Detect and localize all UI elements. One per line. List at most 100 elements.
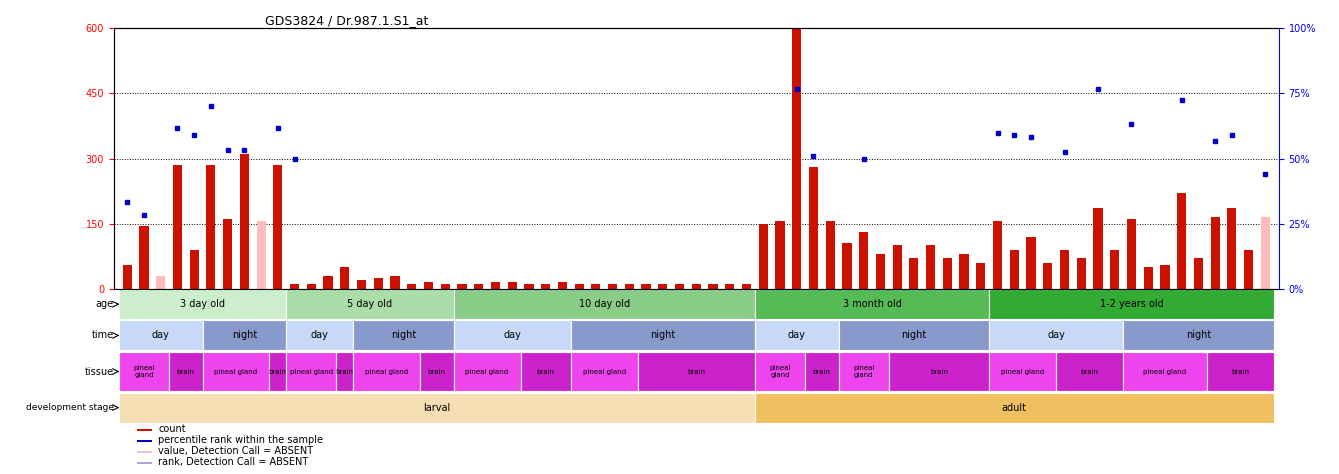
Bar bbox=[424, 282, 432, 289]
Text: rank, Detection Call = ABSENT: rank, Detection Call = ABSENT bbox=[158, 457, 308, 467]
Bar bbox=[889, 352, 990, 391]
Bar bbox=[1210, 217, 1220, 289]
Text: tissue: tissue bbox=[84, 366, 114, 376]
Bar bbox=[287, 289, 454, 319]
Text: pineal gland: pineal gland bbox=[214, 368, 257, 374]
Bar bbox=[224, 219, 232, 289]
Text: brain: brain bbox=[687, 368, 706, 374]
Text: pineal gland: pineal gland bbox=[289, 368, 333, 374]
Bar bbox=[1060, 250, 1069, 289]
Text: night: night bbox=[901, 330, 927, 340]
Bar bbox=[960, 254, 968, 289]
Bar bbox=[1261, 217, 1269, 289]
Bar bbox=[990, 352, 1056, 391]
Text: count: count bbox=[158, 424, 186, 434]
Bar bbox=[454, 320, 570, 350]
Bar bbox=[838, 352, 889, 391]
Text: brain: brain bbox=[428, 368, 446, 374]
Bar bbox=[793, 28, 801, 289]
Bar bbox=[123, 265, 131, 289]
Text: value, Detection Call = ABSENT: value, Detection Call = ABSENT bbox=[158, 446, 313, 456]
Bar bbox=[336, 352, 353, 391]
Bar bbox=[441, 284, 450, 289]
Bar bbox=[893, 245, 901, 289]
Text: night: night bbox=[1186, 330, 1210, 340]
Bar bbox=[1244, 250, 1253, 289]
Text: day: day bbox=[503, 330, 521, 340]
Text: day: day bbox=[787, 330, 806, 340]
Bar bbox=[119, 392, 755, 422]
Bar bbox=[755, 320, 838, 350]
Bar bbox=[805, 352, 838, 391]
Text: day: day bbox=[151, 330, 170, 340]
Bar bbox=[838, 320, 990, 350]
Bar bbox=[1043, 263, 1052, 289]
Bar bbox=[775, 221, 785, 289]
Text: night: night bbox=[651, 330, 675, 340]
Bar bbox=[943, 258, 952, 289]
Bar bbox=[458, 284, 466, 289]
Bar bbox=[340, 267, 349, 289]
Bar bbox=[137, 429, 151, 431]
Bar bbox=[1144, 267, 1153, 289]
Text: pineal gland: pineal gland bbox=[466, 368, 509, 374]
Text: development stage: development stage bbox=[25, 403, 114, 412]
Bar bbox=[860, 232, 868, 289]
Text: brain: brain bbox=[177, 368, 194, 374]
Bar bbox=[742, 284, 751, 289]
Text: brain: brain bbox=[336, 368, 353, 374]
Bar bbox=[994, 221, 1002, 289]
Bar bbox=[570, 352, 637, 391]
Text: brain: brain bbox=[813, 368, 830, 374]
Bar bbox=[291, 284, 299, 289]
Bar bbox=[927, 245, 935, 289]
Bar bbox=[119, 320, 202, 350]
Bar bbox=[826, 221, 834, 289]
Bar bbox=[876, 254, 885, 289]
Bar bbox=[755, 392, 1273, 422]
Bar bbox=[755, 289, 990, 319]
Bar bbox=[137, 451, 151, 453]
Bar bbox=[558, 282, 566, 289]
Text: age: age bbox=[95, 299, 114, 309]
Text: day: day bbox=[311, 330, 328, 340]
Bar bbox=[692, 284, 700, 289]
Text: day: day bbox=[1047, 330, 1065, 340]
Bar bbox=[570, 320, 755, 350]
Bar bbox=[1094, 209, 1102, 289]
Bar bbox=[1123, 352, 1206, 391]
Bar bbox=[809, 167, 818, 289]
Bar bbox=[119, 289, 287, 319]
Bar bbox=[574, 284, 584, 289]
Text: night: night bbox=[232, 330, 257, 340]
Bar bbox=[675, 284, 684, 289]
Bar bbox=[755, 352, 805, 391]
Bar bbox=[202, 352, 269, 391]
Bar bbox=[353, 352, 420, 391]
Bar bbox=[759, 224, 767, 289]
Bar bbox=[353, 320, 454, 350]
Bar bbox=[139, 226, 149, 289]
Bar bbox=[976, 263, 986, 289]
Text: brain: brain bbox=[1081, 368, 1098, 374]
Bar bbox=[608, 284, 617, 289]
Text: GDS3824 / Dr.987.1.S1_at: GDS3824 / Dr.987.1.S1_at bbox=[265, 14, 428, 27]
Bar bbox=[324, 275, 332, 289]
Bar bbox=[202, 320, 287, 350]
Bar bbox=[119, 352, 169, 391]
Bar bbox=[257, 221, 265, 289]
Bar bbox=[1010, 250, 1019, 289]
Bar bbox=[190, 250, 198, 289]
Text: 1-2 years old: 1-2 years old bbox=[1099, 299, 1164, 309]
Text: pineal gland: pineal gland bbox=[582, 368, 625, 374]
Bar bbox=[454, 289, 755, 319]
Bar bbox=[990, 320, 1123, 350]
Bar bbox=[420, 352, 454, 391]
Bar bbox=[374, 278, 383, 289]
Text: pineal gland: pineal gland bbox=[1144, 368, 1186, 374]
Bar bbox=[659, 284, 667, 289]
Text: pineal
gland: pineal gland bbox=[134, 365, 154, 378]
Bar bbox=[521, 352, 570, 391]
Bar bbox=[1127, 219, 1135, 289]
Bar bbox=[1194, 258, 1202, 289]
